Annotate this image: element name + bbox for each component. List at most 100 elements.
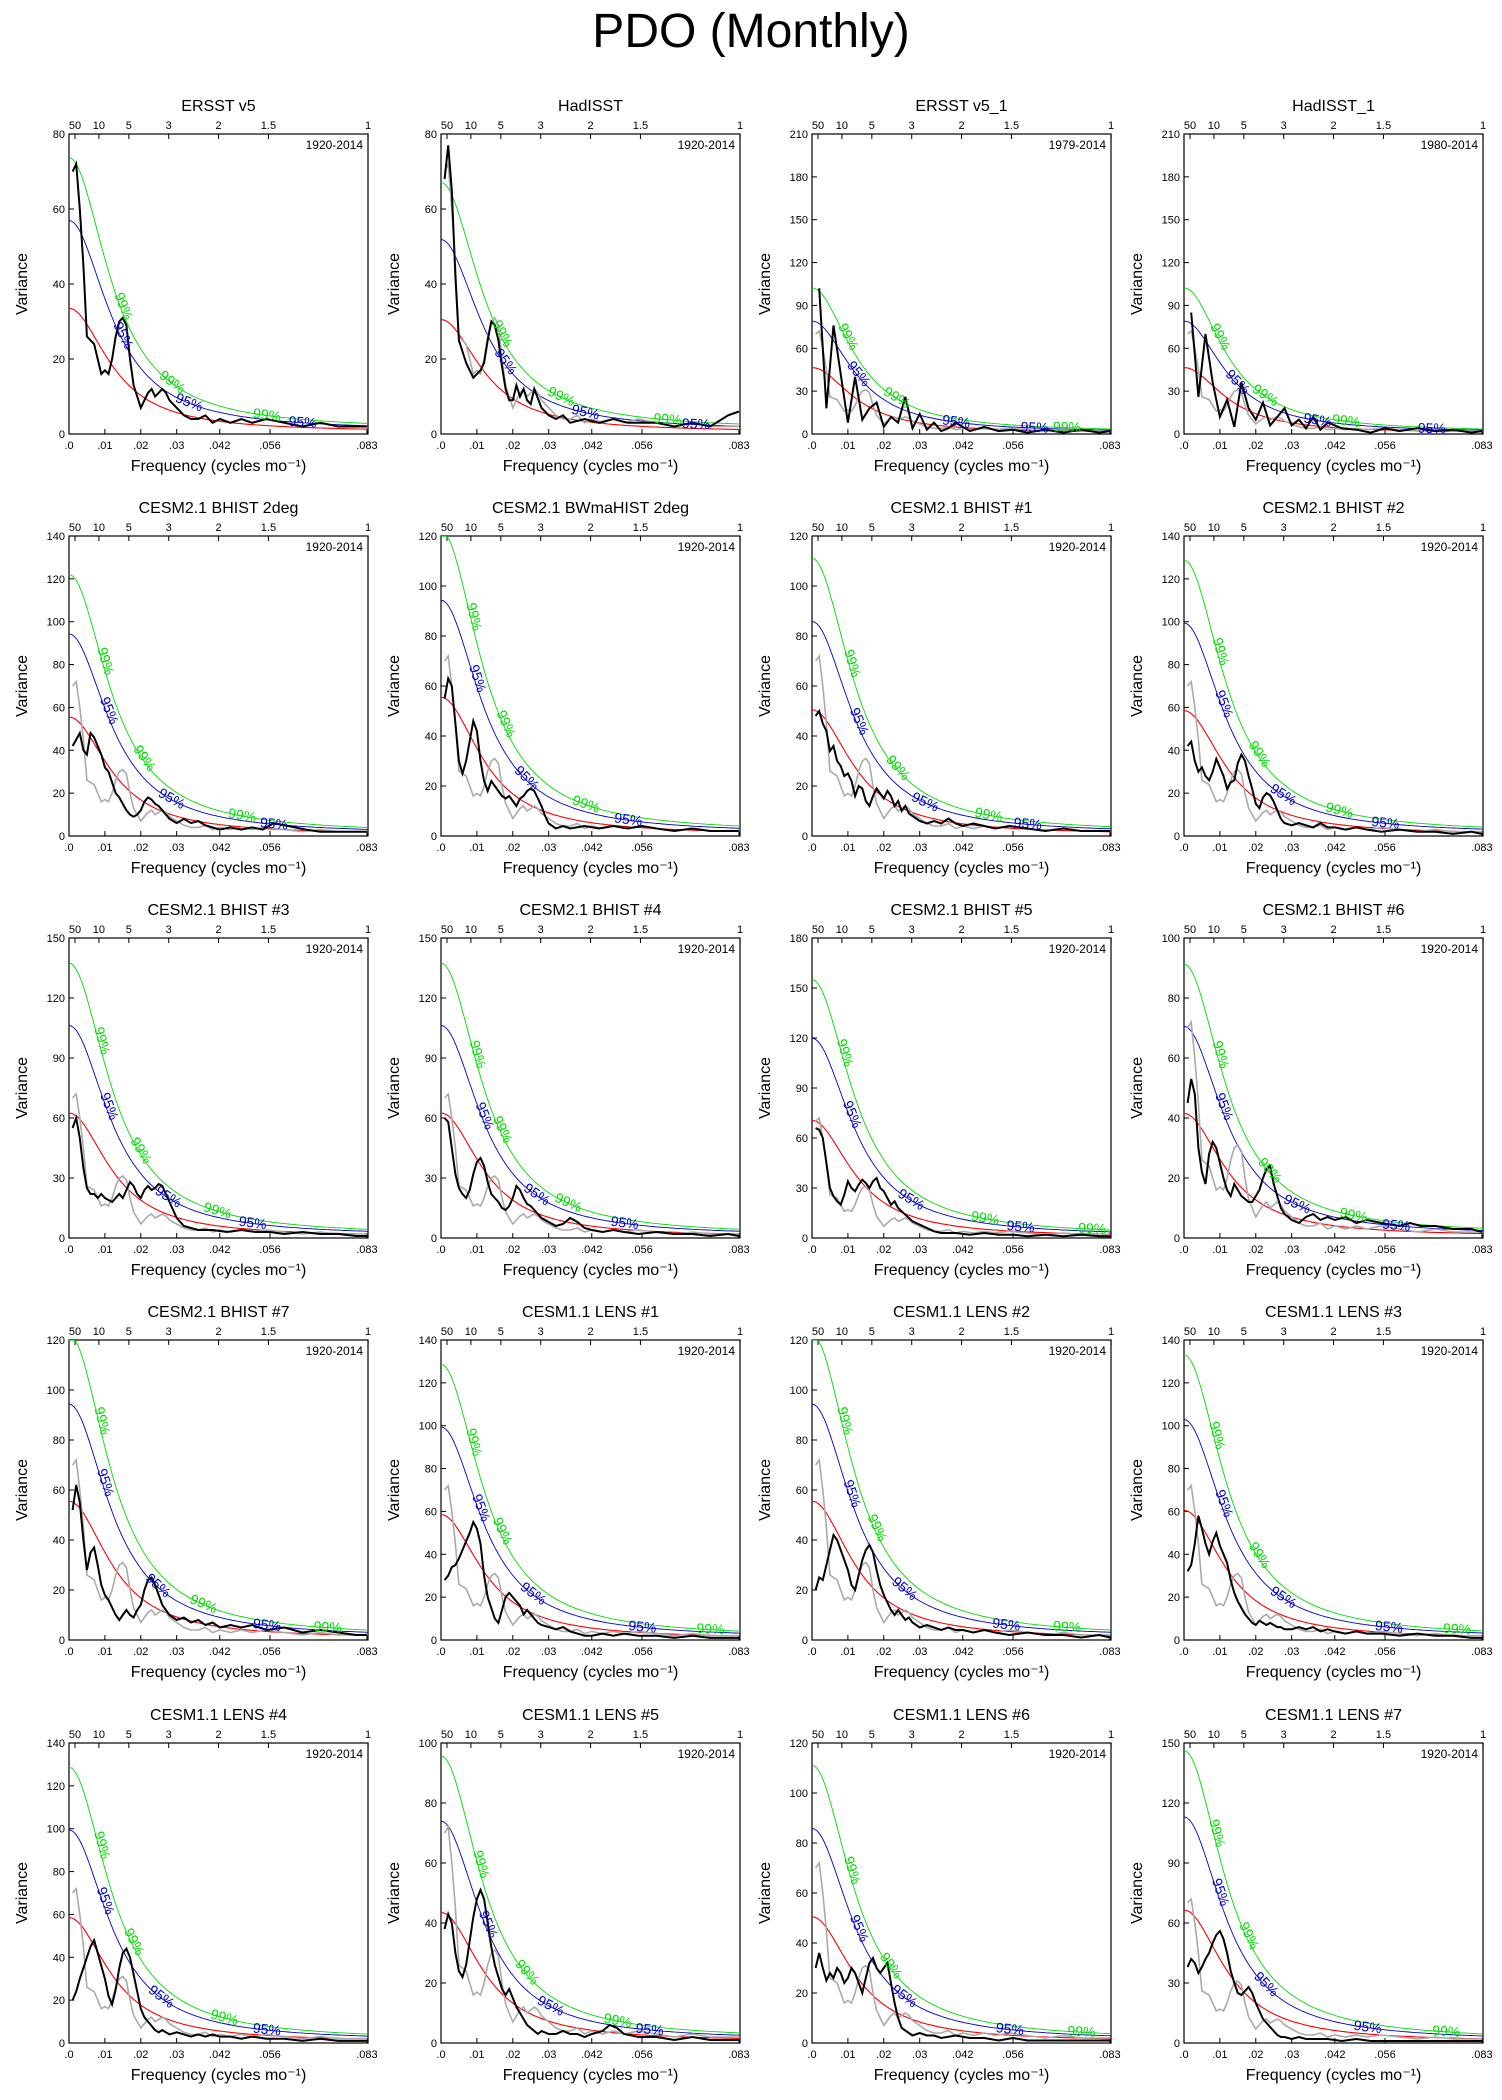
y-tick-label: 60 [1168,1053,1180,1065]
period-tick-label: 50 [69,1729,81,1741]
period-tick-label: 1 [737,1729,743,1741]
y-tick-label: 80 [796,1435,808,1447]
x-axis-label: Frequency (cycles mo⁻¹) [503,860,679,877]
y-axis-label: Variance [386,1862,403,1924]
x-tick-label: .02 [133,2049,148,2061]
red-noise-curve [812,1500,1111,1637]
sig95-curve [69,1829,368,2037]
sig95-label: 95% [473,1100,498,1132]
x-tick-label: .083 [1471,842,1492,854]
y-tick-label: 40 [1168,745,1180,757]
y-tick-label: 90 [796,1083,808,1095]
x-tick-label: .042 [209,440,230,452]
x-tick-label: .042 [952,440,973,452]
x-tick-label: .02 [505,2049,520,2061]
x-tick-label: .0 [64,440,73,452]
sig95-label: 95% [840,1098,865,1130]
x-tick-label: .042 [209,842,230,854]
sig95-label: 95% [1374,1617,1403,1636]
period-tick-label: 5 [126,1326,132,1338]
sig95-label: 95% [288,413,317,431]
spectrum-line [71,1114,367,1237]
period-tick-label: 3 [1281,120,1287,132]
plot-area [441,962,740,1238]
y-axis-label: Variance [757,655,774,717]
period-tick-label: 5 [1241,1326,1247,1338]
period-tick-label: 5 [498,1729,504,1741]
period-tick-label: 2 [588,120,594,132]
y-tick-label: 90 [425,1053,437,1065]
sig99-label: 99% [603,2010,634,2031]
y-tick-label: 100 [1162,933,1180,945]
period-tick-label: 1.5 [633,1326,648,1338]
period-tick-label: 10 [1208,1729,1220,1741]
period-label: 1920-2014 [678,540,736,554]
y-tick-label: 20 [425,1978,437,1990]
x-tick-label: .03 [1284,1646,1299,1658]
plot-area [441,1363,740,1639]
x-axis-label: Frequency (cycles mo⁻¹) [1246,1262,1422,1279]
x-tick-label: .01 [840,440,855,452]
y-axis-label: Variance [14,1862,31,1924]
period-tick-label: 2 [216,120,222,132]
sig95-label: 95% [252,2020,282,2039]
sig99-label: 99% [841,1854,864,1885]
x-tick-label: .03 [541,842,556,854]
x-axis-label: Frequency (cycles mo⁻¹) [874,860,1050,877]
y-tick-label: 90 [1168,1858,1180,1870]
spectrum-line [443,1117,740,1238]
period-tick-label: 2 [959,1326,965,1338]
sig95-label: 95% [570,401,601,423]
sig95-label: 95% [635,2020,664,2039]
y-tick-label: 120 [419,993,437,1005]
sig95-label: 95% [1268,1582,1300,1611]
observed-reference-line [814,1457,1110,1636]
sig99-curve [69,573,368,828]
sig99-label: 99% [464,601,486,632]
x-tick-label: .02 [133,440,148,452]
panel-9: CESM2.1 BHIST #31920-20140306090120150Va… [14,902,378,1279]
y-tick-label: 20 [425,1592,437,1604]
period-tick-label: 1 [365,522,371,534]
period-tick-label: 10 [1208,924,1220,936]
sig99-curve [69,1340,368,1631]
x-tick-label: .056 [259,1244,280,1256]
y-tick-label: 60 [53,204,65,216]
x-tick-label: .042 [209,2049,230,2061]
y-tick-label: 20 [53,1585,65,1597]
x-axis-label: Frequency (cycles mo⁻¹) [131,2067,307,2084]
red-noise-curve [441,319,740,431]
spectrum-line [815,1127,1110,1238]
plot-area [441,1755,740,2042]
y-tick-label: 80 [425,1464,437,1476]
plot-frame [68,535,369,837]
sig95-curve [441,239,740,427]
sig99-label: 99% [202,1198,233,1221]
sig99-label: 99% [111,290,136,322]
period-label: 1920-2014 [1049,540,1107,554]
x-axis-label: Frequency (cycles mo⁻¹) [1246,1664,1422,1681]
y-tick-label: 20 [425,354,437,366]
red-noise-curve [441,1514,740,1637]
x-tick-label: .01 [840,842,855,854]
y-tick-label: 80 [796,1838,808,1850]
x-tick-label: .083 [1471,1646,1492,1658]
plot-frame [1183,535,1484,837]
red-noise-curve [441,696,740,833]
y-tick-label: 80 [425,631,437,643]
panel-title: CESM2.1 BHIST #1 [891,500,1033,517]
period-tick-label: 5 [869,1326,875,1338]
plot-area [441,536,740,833]
y-axis-label: Variance [14,655,31,717]
y-tick-label: 40 [53,745,65,757]
x-tick-label: .056 [631,842,652,854]
plot-area [812,1340,1111,1639]
x-tick-label: .02 [1248,1244,1263,1256]
sig95-label: 95% [1267,780,1299,809]
x-axis-label: Frequency (cycles mo⁻¹) [131,1262,307,1279]
period-tick-label: 3 [909,1729,915,1741]
y-tick-label: 60 [53,1113,65,1125]
x-tick-label: .02 [505,1646,520,1658]
y-tick-label: 0 [802,1635,808,1647]
period-label: 1920-2014 [1049,1344,1107,1358]
